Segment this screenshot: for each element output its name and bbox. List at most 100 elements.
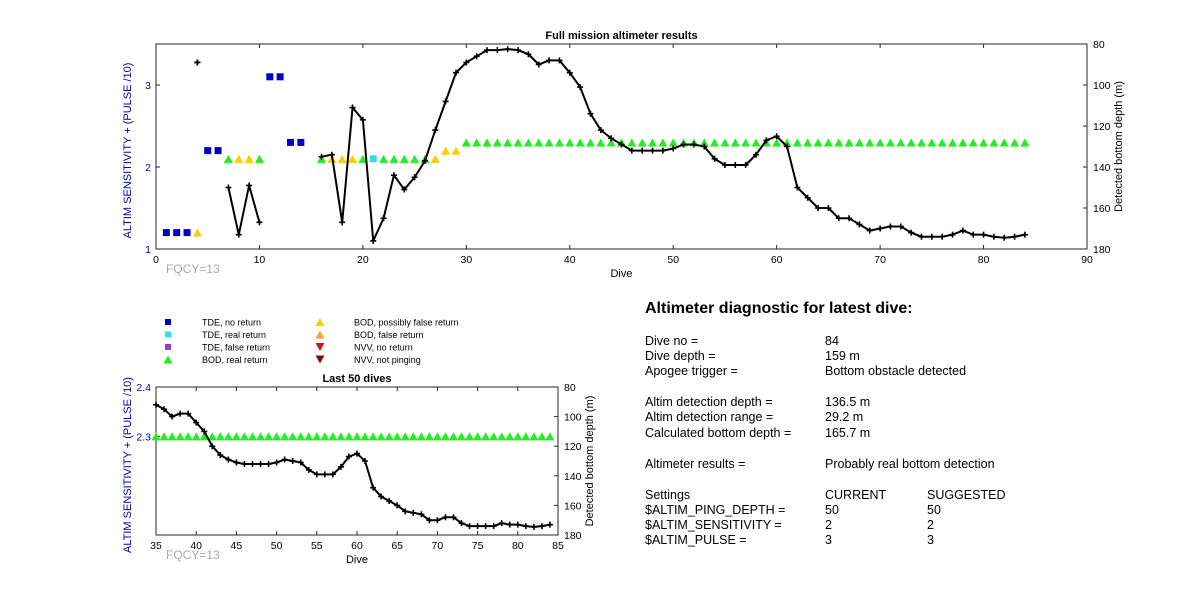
- x-tick-label: 65: [391, 540, 403, 552]
- data-point: [794, 184, 801, 191]
- y2-axis-label: Detected bottom depth (m): [584, 396, 596, 527]
- data-point: [313, 471, 320, 478]
- legend-label: TDE, false return: [202, 343, 270, 353]
- x-tick-label: 20: [357, 254, 369, 266]
- y2-tick-label: 120: [1093, 121, 1111, 133]
- x-tick-label: 30: [460, 254, 472, 266]
- data-point: [384, 432, 394, 441]
- data-point: [416, 432, 426, 441]
- data-point: [906, 138, 916, 147]
- data-point: [834, 138, 844, 147]
- data-point: [457, 432, 467, 441]
- apogee-value: Bottom obstacle detected: [825, 364, 967, 378]
- data-point: [545, 432, 555, 441]
- data-point: [896, 138, 906, 147]
- data-point: [352, 432, 362, 441]
- y2-tick-label: 160: [564, 500, 582, 512]
- setting-current: 3: [825, 533, 832, 547]
- data-point: [648, 138, 658, 147]
- data-point: [720, 138, 730, 147]
- data-point: [231, 432, 241, 441]
- setting-current: 2: [825, 518, 832, 532]
- data-point: [585, 138, 595, 147]
- data-point: [256, 219, 263, 226]
- data-point: [999, 138, 1009, 147]
- data-point: [618, 141, 625, 148]
- data-point: [577, 84, 584, 91]
- data-point: [825, 205, 832, 211]
- data-point: [897, 223, 904, 230]
- data-point: [472, 138, 482, 147]
- data-point: [721, 161, 728, 168]
- data-point: [949, 231, 956, 238]
- y2-tick-label: 140: [564, 471, 582, 483]
- legend-marker: [315, 342, 325, 352]
- data-point: [390, 172, 397, 179]
- data-point: [281, 456, 288, 463]
- data-point: [521, 432, 531, 441]
- altim-range-label: Altim detection range =: [645, 410, 774, 424]
- data-point: [348, 154, 358, 163]
- data-point: [318, 153, 325, 160]
- data-point: [442, 98, 449, 105]
- chart-title: Full mission altimeter results: [545, 30, 697, 42]
- data-point: [575, 138, 585, 147]
- data-point: [169, 413, 176, 420]
- data-point: [448, 432, 458, 441]
- x-tick-label: 90: [1081, 254, 1093, 266]
- data-point: [489, 432, 499, 441]
- data-point: [380, 215, 387, 222]
- x-tick-label: 60: [351, 540, 363, 552]
- data-point: [159, 432, 169, 441]
- data-point: [866, 227, 873, 234]
- data-point: [481, 432, 491, 441]
- data-point: [846, 215, 853, 222]
- data-point: [556, 57, 563, 64]
- data-point: [835, 215, 842, 222]
- data-point: [1001, 234, 1008, 241]
- data-point: [803, 138, 813, 147]
- data-point: [312, 432, 322, 441]
- data-point: [337, 154, 347, 163]
- data-point: [209, 443, 216, 450]
- data-point: [167, 432, 177, 441]
- y-axis-label: ALTIM SENSITIVITY + (PULSE /10): [122, 377, 134, 553]
- fqcy-annotation: FQCY=13: [166, 262, 220, 276]
- data-point: [566, 69, 573, 76]
- data-point: [410, 509, 417, 516]
- data-point: [597, 127, 604, 134]
- data-point: [690, 141, 697, 148]
- data-point: [763, 137, 770, 144]
- dive-depth-value: 159 m: [825, 349, 860, 363]
- data-point: [194, 59, 201, 66]
- data-point: [772, 138, 782, 147]
- data-point: [637, 138, 647, 147]
- data-point: [804, 194, 811, 201]
- y-tick-label: 2: [145, 162, 151, 174]
- y2-tick-label: 120: [564, 441, 582, 453]
- data-point: [522, 523, 529, 530]
- data-point: [608, 135, 615, 142]
- y-tick-label: 2.4: [136, 382, 151, 394]
- data-point: [742, 161, 749, 168]
- fqcy-annotation: FQCY=13: [166, 548, 220, 562]
- data-point: [463, 59, 470, 66]
- data-point: [328, 432, 338, 441]
- data-point: [989, 138, 999, 147]
- data-point: [565, 138, 575, 147]
- y-tick-label: 1: [145, 244, 151, 256]
- data-point: [359, 116, 366, 123]
- data-point: [484, 47, 491, 54]
- data-point: [544, 138, 554, 147]
- data-point: [865, 138, 875, 147]
- data-point: [379, 154, 389, 163]
- data-point: [606, 138, 616, 147]
- data-point: [959, 227, 966, 234]
- x-tick-label: 85: [552, 540, 564, 552]
- data-point: [494, 47, 501, 54]
- data-point: [235, 231, 242, 238]
- x-tick-label: 10: [254, 254, 266, 266]
- data-point: [730, 138, 740, 147]
- data-point: [887, 223, 894, 230]
